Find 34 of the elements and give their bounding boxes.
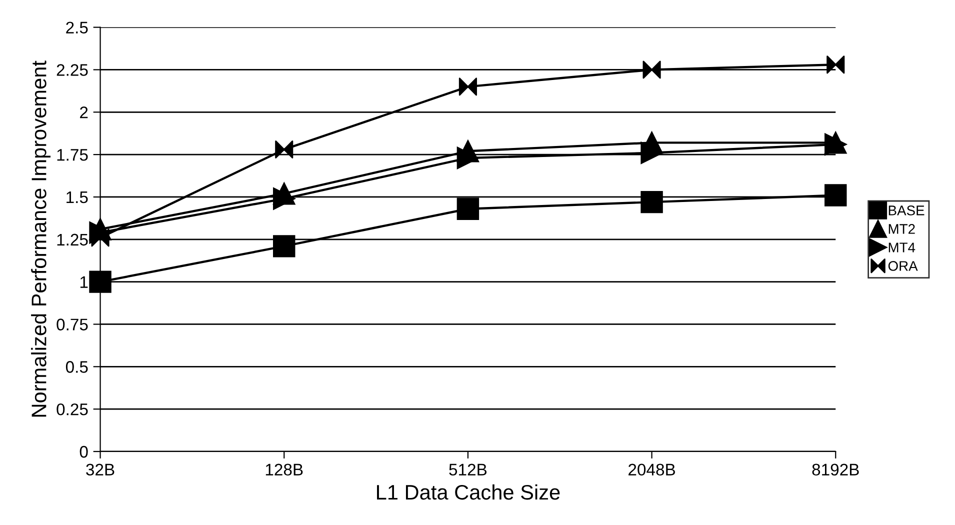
y-tick-label: 0 <box>80 446 88 458</box>
legend-label: BASE <box>888 206 924 216</box>
y-tick-label: 1.25 <box>57 234 88 246</box>
y-tick-label: 1.5 <box>66 192 88 204</box>
y-tick-label: 0.25 <box>56 403 88 416</box>
legend-label: MT2 <box>888 224 915 234</box>
point <box>89 270 112 293</box>
point <box>273 235 296 258</box>
legend-label: MT4 <box>888 242 916 252</box>
point <box>275 140 294 158</box>
point <box>458 78 477 96</box>
point <box>824 184 847 206</box>
point <box>273 188 296 210</box>
y-tick-label: 2.5 <box>66 22 88 34</box>
point <box>640 142 663 164</box>
x-tick-label: 8192B <box>812 464 859 476</box>
y-tick-label: 0.75 <box>56 318 88 330</box>
point <box>456 198 480 220</box>
y-tick-label: 2 <box>80 106 88 118</box>
y-axis-title: Normalized Performance Improvement <box>31 60 50 417</box>
x-tick-label: 512B <box>449 464 487 476</box>
point <box>642 60 661 79</box>
point <box>640 190 663 214</box>
legend-label: ORA <box>888 261 918 271</box>
x-tick-label: 128B <box>266 464 303 476</box>
x-tick-label: 32B <box>86 464 114 476</box>
x-tick-label: 2048B <box>628 464 676 476</box>
y-tick-label: 0.5 <box>66 361 88 373</box>
point <box>456 146 480 170</box>
x-axis-title: L1 Data Cache Size <box>377 484 560 500</box>
y-tick-label: 1.75 <box>57 149 88 161</box>
y-tick-label: 1 <box>80 276 88 288</box>
y-tick-label: 2.25 <box>56 64 88 76</box>
point <box>826 56 845 74</box>
